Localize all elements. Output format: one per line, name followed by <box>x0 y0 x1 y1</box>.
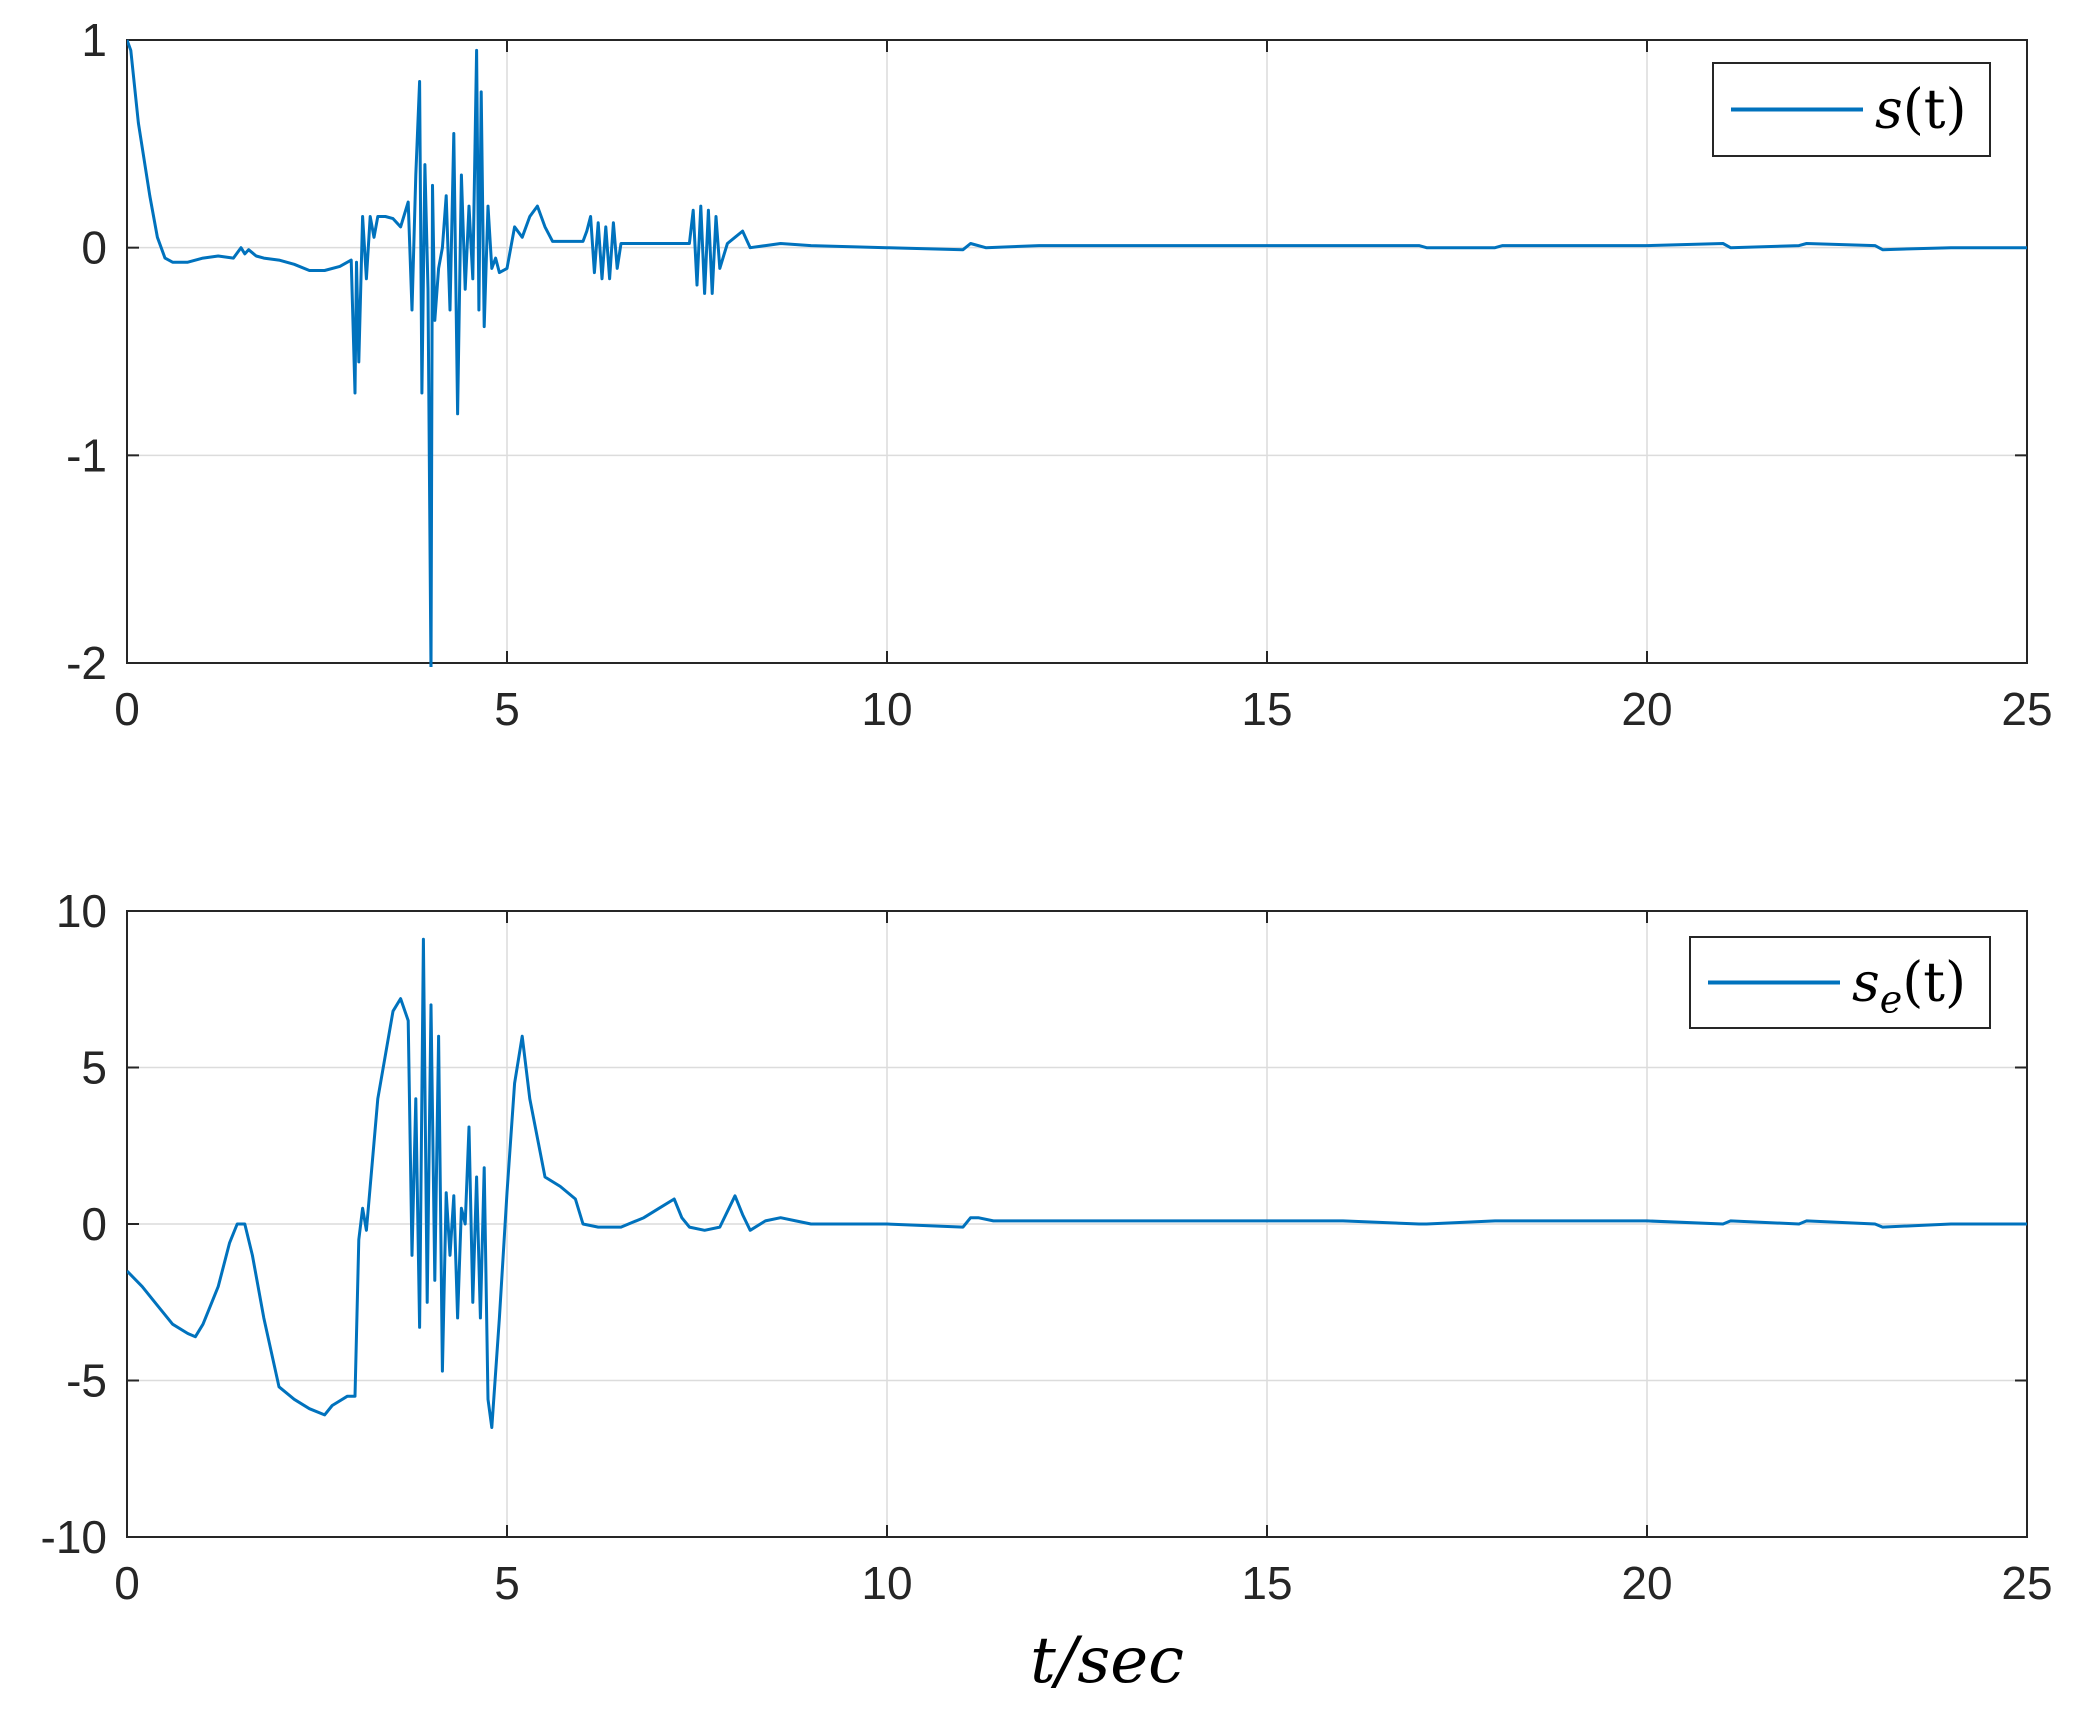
y-tick-label: 0 <box>81 1198 107 1250</box>
legend-label-base: s <box>1852 951 1880 1014</box>
series-line-s <box>127 39 2027 667</box>
y-tick-label: 5 <box>81 1042 107 1094</box>
y-tick-label: -10 <box>41 1511 107 1563</box>
x-tick-label: 10 <box>861 1557 912 1609</box>
series-line-s-e <box>127 937 2027 1429</box>
y-tick-label: 0 <box>81 222 107 274</box>
subplot-bottom: 0 5 10 15 20 25 10 5 0 -5 -10 se(t) t/sec <box>41 885 2053 1698</box>
legend-label-arg: (t) <box>1902 951 1966 1014</box>
legend-label: s(t) <box>1875 78 1967 141</box>
x-tick-label: 25 <box>2001 1557 2052 1609</box>
y-tick-label: -5 <box>66 1355 107 1407</box>
legend: s(t) <box>1712 62 1991 157</box>
y-tick-label: -2 <box>66 637 107 689</box>
x-tick-label: 10 <box>861 683 912 735</box>
y-tick-label: -1 <box>66 429 107 481</box>
x-tick-label: 25 <box>2001 683 2052 735</box>
x-tick-label: 15 <box>1241 683 1292 735</box>
x-tick-label: 0 <box>114 1557 140 1609</box>
legend-label: se(t) <box>1852 951 1966 1022</box>
legend-label-base: s <box>1875 78 1903 141</box>
x-tick-label: 0 <box>114 683 140 735</box>
legend: se(t) <box>1689 936 1991 1029</box>
x-tick-label: 5 <box>494 683 520 735</box>
legend-label-subscript: e <box>1880 978 1903 1022</box>
x-axis-label: t/sec <box>1030 1624 1184 1698</box>
legend-label-arg: (t) <box>1903 78 1967 141</box>
x-tick-label: 5 <box>494 1557 520 1609</box>
y-tick-label: 10 <box>56 885 107 937</box>
axes-box <box>126 39 2028 664</box>
y-tick-label: 1 <box>81 14 107 66</box>
x-tick-label: 15 <box>1241 1557 1292 1609</box>
x-tick-label: 20 <box>1621 1557 1672 1609</box>
x-tick-label: 20 <box>1621 683 1672 735</box>
